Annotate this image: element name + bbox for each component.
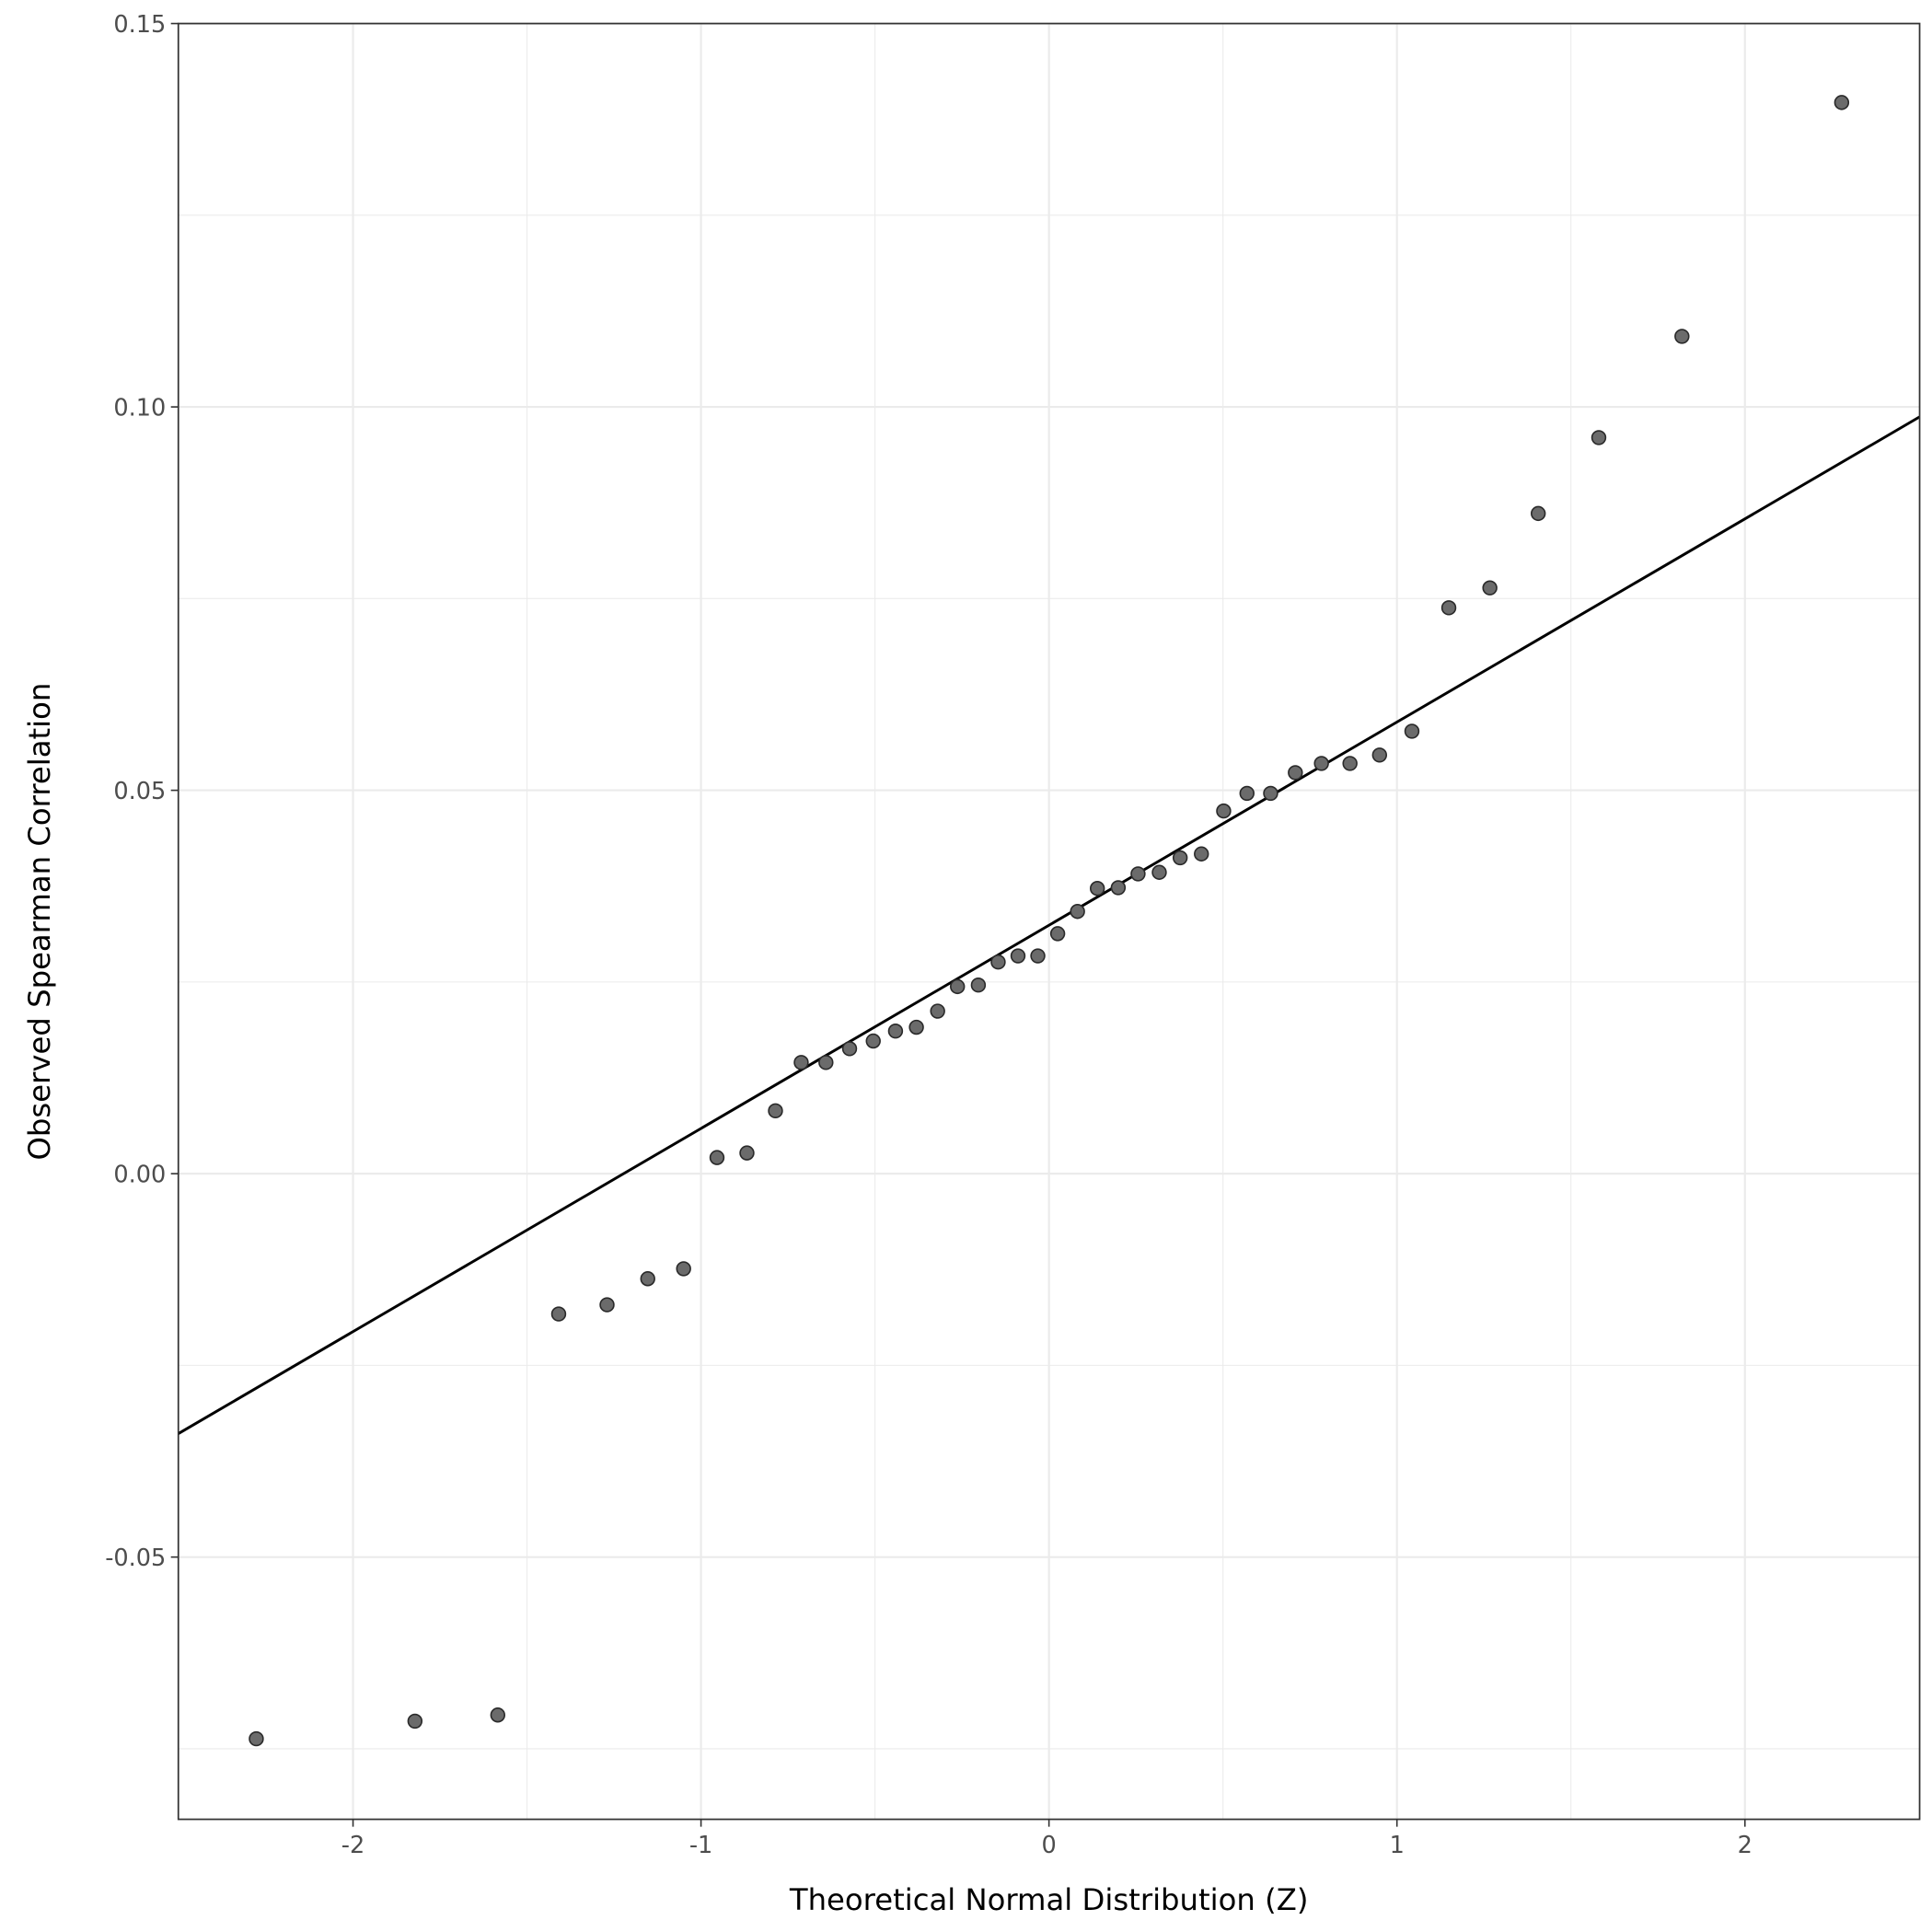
reference-line (178, 415, 1921, 1435)
data-point (1404, 723, 1420, 739)
data-point (841, 1041, 858, 1057)
data-point (793, 1055, 809, 1070)
data-point (599, 1297, 615, 1313)
y-tick-label: 0.05 (113, 778, 166, 805)
data-point (490, 1707, 506, 1723)
x-tick-label: 0 (1042, 1832, 1057, 1859)
data-point (1010, 948, 1026, 964)
data-point (676, 1261, 691, 1277)
data-point (1030, 948, 1046, 964)
x-tick-label: -2 (341, 1832, 364, 1859)
reference-line-group (178, 415, 1921, 1435)
data-point (1834, 95, 1850, 110)
data-point (1172, 850, 1188, 866)
data-point (865, 1033, 881, 1049)
data-point (709, 1150, 725, 1165)
data-point (1591, 430, 1607, 445)
data-point (1070, 904, 1085, 920)
data-point (908, 1019, 924, 1035)
x-tick-label: -1 (689, 1832, 712, 1859)
data-point (739, 1145, 755, 1161)
data-point (249, 1730, 264, 1747)
data-point (818, 1055, 834, 1070)
y-tick-label: -0.05 (105, 1544, 166, 1572)
y-tick-label: 0.10 (113, 395, 166, 422)
data-point (1440, 600, 1457, 616)
y-axis-ticks: -0.05 0.00 0.05 0.10 0.15 (105, 11, 179, 1572)
y-axis-title: Observed Spearman Correlation (22, 683, 57, 1161)
data-point (950, 978, 966, 995)
data-point (1151, 864, 1167, 880)
data-point (1263, 785, 1278, 802)
x-axis-ticks: -2 -1 0 1 2 (341, 1819, 1753, 1859)
data-point (1089, 881, 1105, 897)
data-point (1288, 765, 1303, 781)
data-point (1371, 747, 1388, 763)
y-tick-label: 0.00 (113, 1162, 166, 1189)
data-point (1216, 803, 1232, 819)
data-point (1482, 580, 1498, 596)
data-point (1130, 866, 1146, 882)
data-point (887, 1023, 904, 1039)
data-point (970, 977, 987, 993)
data-point (1674, 329, 1690, 344)
data-points (249, 95, 1850, 1747)
data-point (1313, 756, 1329, 771)
x-tick-label: 2 (1738, 1832, 1753, 1859)
data-point (768, 1103, 783, 1119)
data-point (1530, 505, 1546, 522)
data-point (1110, 880, 1127, 896)
x-axis-title: Theoretical Normal Distribution (Z) (789, 1882, 1309, 1917)
data-point (1239, 785, 1255, 802)
data-point (1342, 756, 1358, 771)
data-point (930, 1003, 945, 1019)
data-point (640, 1271, 655, 1287)
data-point (407, 1713, 423, 1730)
data-point (1049, 926, 1066, 942)
data-point (550, 1306, 567, 1322)
data-point (990, 954, 1006, 970)
data-point (1194, 846, 1209, 862)
y-tick-label: 0.15 (113, 11, 166, 39)
x-tick-label: 1 (1390, 1832, 1405, 1859)
